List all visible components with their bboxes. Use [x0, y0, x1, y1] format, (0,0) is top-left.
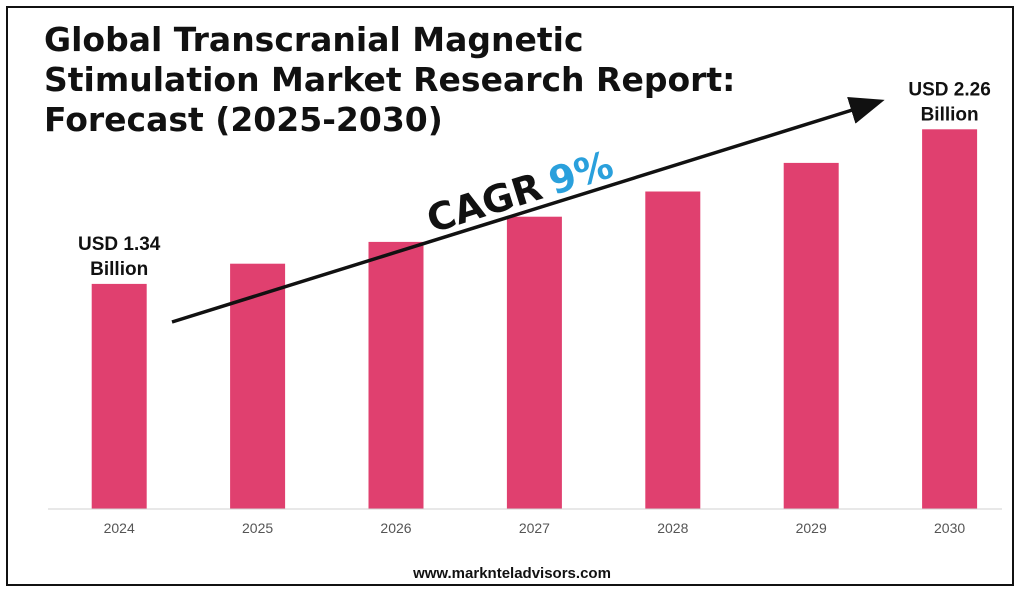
x-tick-label: 2029 [796, 520, 827, 536]
bar-2027 [506, 216, 562, 509]
data-label-2024-line2: Billion [90, 259, 148, 280]
data-label-2030-line1: USD 2.26 [908, 79, 990, 100]
x-tick-label: 2030 [934, 520, 965, 536]
bar-2030 [922, 129, 978, 510]
footer-url: www.marknteladvisors.com [413, 565, 611, 582]
x-tick-label: 2027 [519, 520, 550, 536]
chart-title: Global Transcranial Magnetic Stimulation… [44, 20, 736, 139]
bar-2028 [645, 191, 701, 509]
data-label-2024-line1: USD 1.34 [78, 234, 161, 255]
x-tick-label: 2026 [380, 520, 411, 536]
x-tick-label: 2025 [242, 520, 273, 536]
x-tick-label: 2028 [657, 520, 688, 536]
x-tick-label: 2024 [104, 520, 135, 536]
bar-2026 [368, 241, 424, 509]
bar-chart: 2024 2025 2026 2027 2028 2029 2030 USD 1.34 Bil… [48, 79, 1002, 536]
bar-2029 [783, 162, 839, 509]
cagr-value: 9% [544, 142, 619, 203]
growth-arrow [171, 96, 885, 324]
data-label-2030-line2: Billion [921, 104, 979, 125]
bar-2025 [230, 263, 286, 509]
bar-2024 [91, 283, 147, 509]
